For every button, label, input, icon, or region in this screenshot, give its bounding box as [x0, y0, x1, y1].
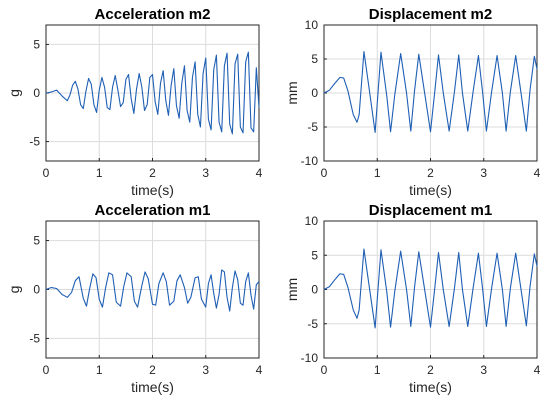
data-series-line — [323, 248, 538, 329]
x-tick-label: 3 — [202, 166, 209, 180]
data-series-line — [45, 269, 260, 312]
y-tick-label: 0 — [33, 86, 40, 100]
x-tick-label: 1 — [96, 363, 103, 377]
chart-title: Acceleration m2 — [95, 6, 211, 23]
y-tick-label: 10 — [305, 214, 319, 228]
y-tick-label: -5 — [29, 331, 40, 345]
x-tick-label: 0 — [43, 166, 50, 180]
x-tick-label: 2 — [427, 363, 434, 377]
y-tick-label: -10 — [301, 351, 319, 365]
y-tick-label: -5 — [307, 120, 318, 134]
x-tick-label: 1 — [96, 166, 103, 180]
chart-title: Displacement m2 — [369, 6, 492, 23]
x-tick-label: 2 — [149, 166, 156, 180]
y-tick-label: -5 — [307, 317, 318, 331]
panel-displacement-m2: 0 1 2 3 4 10 5 0 -5 -10 Displacement m2 time(s) mm — [284, 6, 541, 198]
x-tick-label: 4 — [256, 166, 263, 180]
y-axis-label: g — [6, 286, 22, 294]
x-tick-label: 1 — [374, 363, 381, 377]
x-tick-label: 4 — [534, 363, 541, 377]
x-tick-label: 3 — [480, 363, 487, 377]
y-axis-label: g — [6, 89, 22, 97]
x-axis-label: time(s) — [131, 182, 174, 198]
x-tick-label: 0 — [321, 363, 328, 377]
x-tick-label: 4 — [256, 363, 263, 377]
panel-displacement-m1: 0 1 2 3 4 10 5 0 -5 -10 Displacement m1 time(s) mm — [284, 202, 541, 395]
x-tick-label: 3 — [480, 166, 487, 180]
panel-acceleration-m2: 0 1 2 3 4 5 0 -5 Acceleration m2 time(s) g — [6, 6, 263, 198]
x-tick-label: 3 — [202, 363, 209, 377]
data-series-line — [45, 51, 260, 135]
y-tick-label: 0 — [33, 283, 40, 297]
data-series-line — [323, 50, 538, 133]
y-tick-label: 5 — [311, 248, 318, 262]
y-tick-label: 5 — [33, 37, 40, 51]
y-tick-label: 0 — [311, 86, 318, 100]
y-axis-label: mm — [284, 81, 300, 104]
y-tick-label: 0 — [311, 283, 318, 297]
x-axis-label: time(s) — [409, 182, 452, 198]
chart-title: Acceleration m1 — [95, 202, 211, 219]
x-tick-label: 0 — [43, 363, 50, 377]
panel-acceleration-m1: 0 1 2 3 4 5 0 -5 Acceleration m1 time(s) g — [6, 202, 263, 395]
y-axis-label: mm — [284, 278, 300, 301]
x-tick-label: 1 — [374, 166, 381, 180]
x-tick-label: 4 — [534, 166, 541, 180]
chart-title: Displacement m1 — [369, 202, 492, 219]
y-tick-label: -5 — [29, 135, 40, 149]
y-tick-label: 5 — [33, 234, 40, 248]
y-tick-label: 5 — [311, 52, 318, 66]
x-tick-label: 2 — [149, 363, 156, 377]
x-tick-label: 0 — [321, 166, 328, 180]
y-tick-label: 10 — [305, 18, 319, 32]
x-tick-label: 2 — [427, 166, 434, 180]
x-axis-label: time(s) — [131, 379, 174, 395]
x-axis-label: time(s) — [409, 379, 452, 395]
y-tick-label: -10 — [301, 154, 319, 168]
